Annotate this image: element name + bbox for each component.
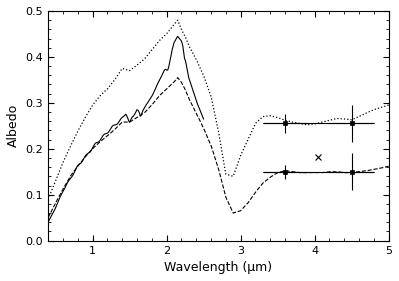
Y-axis label: Albedo: Albedo xyxy=(7,104,20,148)
X-axis label: Wavelength (μm): Wavelength (μm) xyxy=(164,261,273,274)
